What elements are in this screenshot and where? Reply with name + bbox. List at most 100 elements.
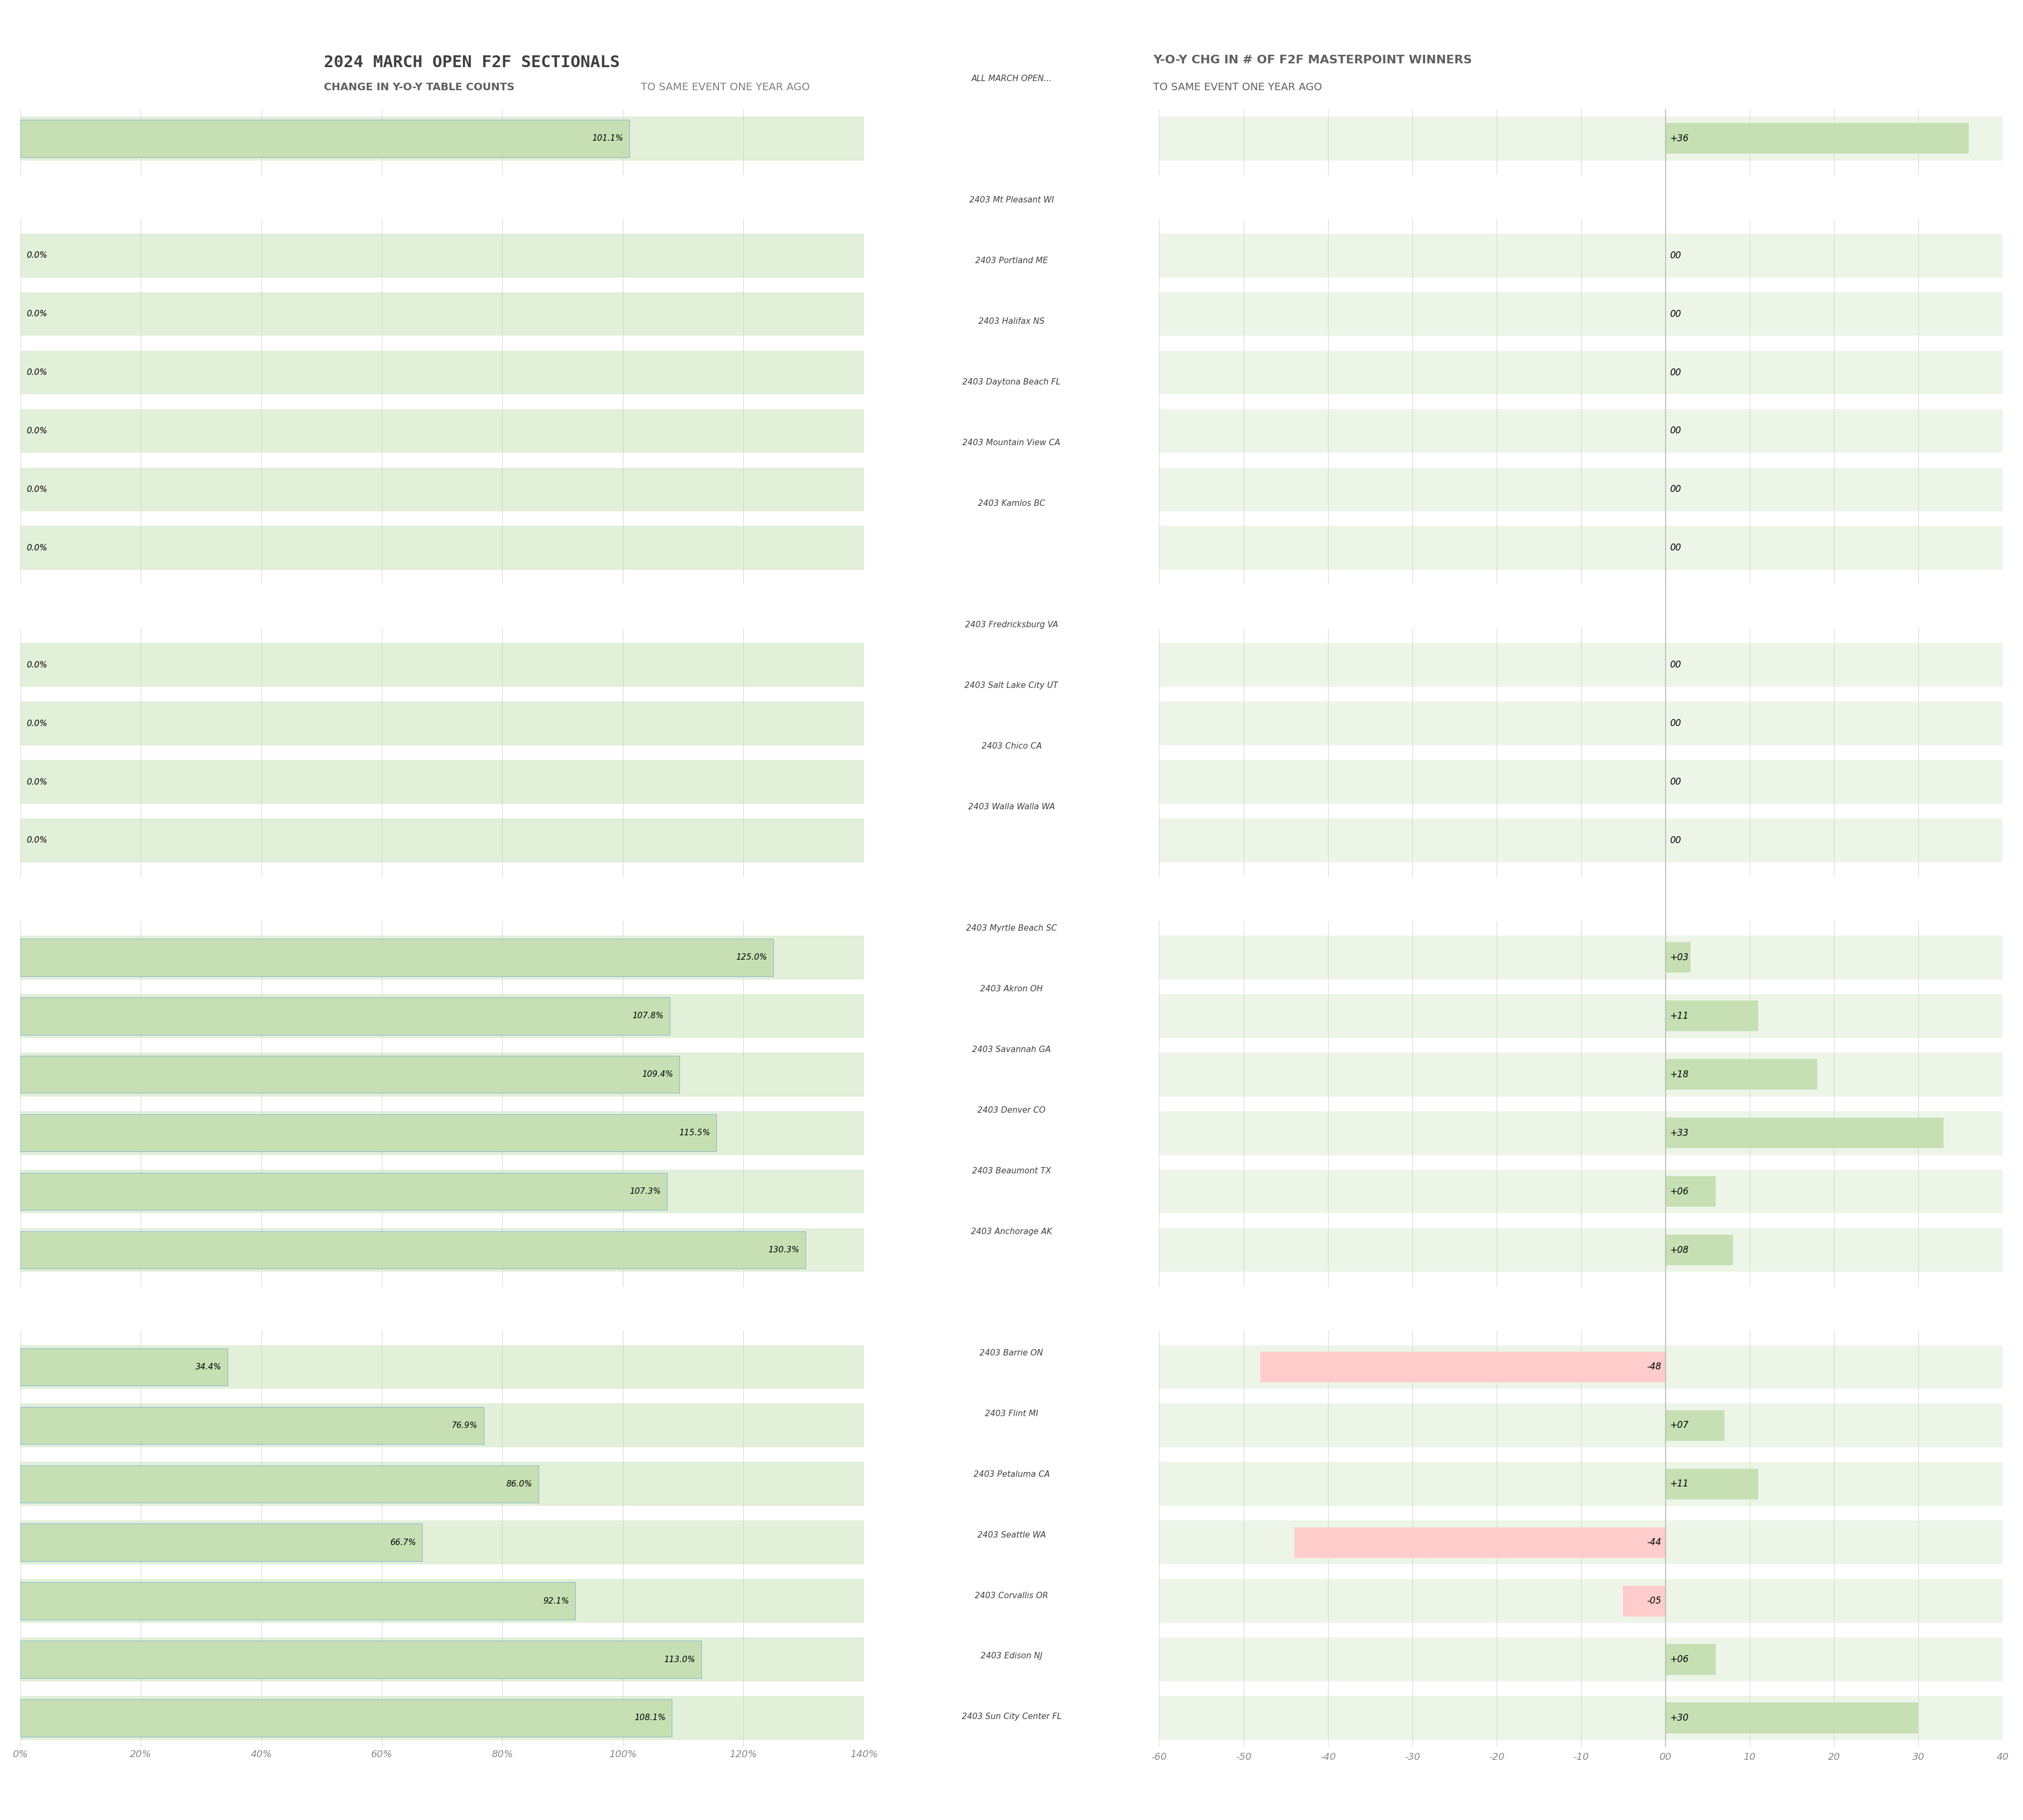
Bar <box>20 120 629 157</box>
Text: 2403 Flint MI: 2403 Flint MI <box>985 1409 1038 1418</box>
Bar <box>20 935 864 979</box>
Bar <box>1159 701 2003 746</box>
Bar <box>20 1700 672 1736</box>
Text: 2403 Mountain View CA: 2403 Mountain View CA <box>963 439 1060 448</box>
Text: 2024 MARCH OPEN F2F SECTIONALS: 2024 MARCH OPEN F2F SECTIONALS <box>324 55 619 71</box>
Bar <box>20 351 864 395</box>
Text: 92.1%: 92.1% <box>542 1596 568 1605</box>
Bar <box>1159 1638 2003 1682</box>
Bar <box>20 761 864 804</box>
Text: 2403 Seattle WA: 2403 Seattle WA <box>977 1531 1046 1540</box>
Bar <box>1665 1001 1758 1032</box>
Text: 101.1%: 101.1% <box>593 135 623 142</box>
Text: 2403 Kamlos BC: 2403 Kamlos BC <box>977 499 1046 508</box>
Bar <box>1159 935 2003 979</box>
Text: 2403 Anchorage AK: 2403 Anchorage AK <box>971 1227 1052 1236</box>
Text: ALL MARCH OPEN...: ALL MARCH OPEN... <box>971 75 1052 84</box>
Bar <box>1159 1403 2003 1447</box>
Bar <box>20 175 864 218</box>
Bar <box>20 1172 668 1210</box>
Bar <box>1159 1052 2003 1096</box>
Text: 2403 Myrtle Beach SC: 2403 Myrtle Beach SC <box>967 925 1056 932</box>
Bar <box>1665 943 1691 974</box>
Text: -44: -44 <box>1647 1538 1661 1547</box>
Bar <box>1159 877 2003 921</box>
Bar <box>1159 1696 2003 1740</box>
Bar <box>20 1345 864 1389</box>
Bar <box>1665 1469 1758 1500</box>
Bar <box>20 584 864 628</box>
Bar <box>20 1114 716 1152</box>
Text: 2403 Petaluma CA: 2403 Petaluma CA <box>973 1471 1050 1478</box>
Text: 0.0%: 0.0% <box>26 486 47 493</box>
Bar <box>1159 468 2003 511</box>
Bar <box>20 997 670 1034</box>
Bar <box>1159 351 2003 395</box>
Bar <box>20 1642 702 1678</box>
Text: 00: 00 <box>1669 542 1681 553</box>
Bar <box>1665 1059 1817 1090</box>
Text: 0.0%: 0.0% <box>26 309 47 318</box>
Bar <box>20 1403 864 1447</box>
Bar <box>1159 1580 2003 1623</box>
Text: 0.0%: 0.0% <box>26 777 47 786</box>
Text: 2403 Portland ME: 2403 Portland ME <box>975 257 1048 266</box>
Bar <box>1159 761 2003 804</box>
Bar <box>20 1582 575 1620</box>
Bar <box>1159 1229 2003 1272</box>
Bar <box>1159 291 2003 337</box>
Bar <box>20 1349 227 1385</box>
Text: 2403 Salt Lake City UT: 2403 Salt Lake City UT <box>965 681 1058 690</box>
Text: 0.0%: 0.0% <box>26 368 47 377</box>
Bar <box>20 819 864 863</box>
Text: 2403 Walla Walla WA: 2403 Walla Walla WA <box>969 803 1054 812</box>
Text: 0.0%: 0.0% <box>26 719 47 728</box>
Bar <box>1159 642 2003 686</box>
Bar <box>1622 1585 1665 1616</box>
Text: 0.0%: 0.0% <box>26 251 47 260</box>
Bar <box>1159 116 2003 160</box>
Text: TO SAME EVENT ONE YEAR AGO: TO SAME EVENT ONE YEAR AGO <box>1153 82 1323 93</box>
Text: 00: 00 <box>1669 484 1681 495</box>
Bar <box>20 233 864 277</box>
Text: 00: 00 <box>1669 251 1681 260</box>
Bar <box>20 468 864 511</box>
Text: +30: +30 <box>1669 1713 1689 1724</box>
Text: 00: 00 <box>1669 719 1681 728</box>
Bar <box>20 1523 423 1562</box>
Text: 76.9%: 76.9% <box>451 1421 477 1429</box>
Bar <box>1665 1176 1716 1207</box>
Text: +08: +08 <box>1669 1245 1689 1254</box>
Text: 0.0%: 0.0% <box>26 837 47 844</box>
Text: 0.0%: 0.0% <box>26 428 47 435</box>
Bar <box>20 1287 864 1330</box>
Text: 0.0%: 0.0% <box>26 544 47 551</box>
Text: +33: +33 <box>1669 1128 1689 1138</box>
Text: 2403 Daytona Beach FL: 2403 Daytona Beach FL <box>963 379 1060 386</box>
Text: +06: +06 <box>1669 1654 1689 1663</box>
Bar <box>20 877 864 921</box>
Bar <box>20 116 864 160</box>
Bar <box>20 291 864 337</box>
Bar <box>20 701 864 746</box>
Bar <box>1295 1527 1665 1558</box>
Bar <box>20 526 864 570</box>
Text: -48: -48 <box>1647 1361 1661 1372</box>
Text: +03: +03 <box>1669 952 1689 963</box>
Bar <box>20 994 864 1037</box>
Bar <box>1159 819 2003 863</box>
Bar <box>1159 1110 2003 1156</box>
Text: 2403 Barrie ON: 2403 Barrie ON <box>979 1349 1044 1358</box>
Bar <box>1159 584 2003 628</box>
Text: 2403 Chico CA: 2403 Chico CA <box>981 743 1042 750</box>
Bar <box>20 1461 864 1505</box>
Bar <box>1159 1461 2003 1505</box>
Text: 109.4%: 109.4% <box>641 1070 674 1079</box>
Bar <box>1260 1352 1665 1383</box>
Text: 2403 Edison NJ: 2403 Edison NJ <box>981 1653 1042 1660</box>
Text: 115.5%: 115.5% <box>680 1128 710 1138</box>
Bar <box>1159 526 2003 570</box>
Bar <box>20 1638 864 1682</box>
Bar <box>1159 175 2003 218</box>
Bar <box>1159 1170 2003 1214</box>
